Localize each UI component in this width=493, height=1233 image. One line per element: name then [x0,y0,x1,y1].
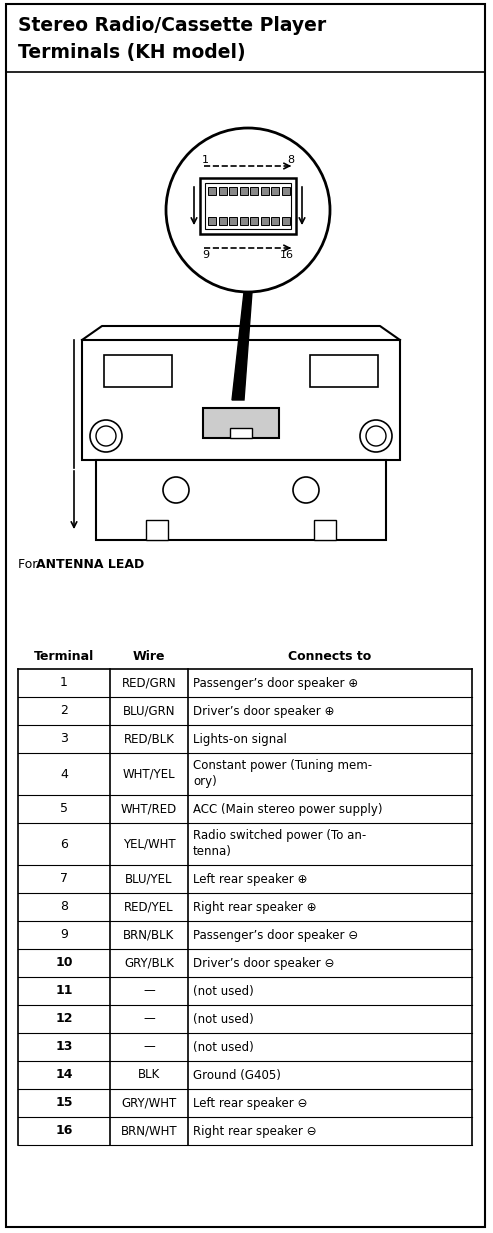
Bar [218,187,226,195]
Text: Driver’s door speaker ⊕: Driver’s door speaker ⊕ [193,704,334,718]
Text: RED/YEL: RED/YEL [124,900,174,914]
Bar [200,178,296,234]
Text: 12: 12 [55,1012,73,1026]
Bar [205,182,291,229]
Text: tenna): tenna) [193,846,232,858]
Text: (not used): (not used) [193,1041,254,1053]
Text: YEL/WHT: YEL/WHT [123,837,176,851]
Text: BLU/YEL: BLU/YEL [125,873,173,885]
Text: Connects to: Connects to [288,651,372,663]
Text: Right rear speaker ⊖: Right rear speaker ⊖ [193,1124,317,1138]
Text: 1: 1 [202,155,209,165]
Text: 11: 11 [55,984,73,997]
Text: 5: 5 [60,803,68,815]
Bar [240,187,247,195]
Text: 6: 6 [60,837,68,851]
Text: WHT/YEL: WHT/YEL [123,767,176,780]
Text: —: — [143,984,155,997]
Text: Wire: Wire [133,651,165,663]
Text: 13: 13 [55,1041,72,1053]
Text: ANTENNA LEAD: ANTENNA LEAD [36,559,144,571]
Text: Left rear speaker ⊕: Left rear speaker ⊕ [193,873,307,885]
Bar [203,408,279,438]
Text: Left rear speaker ⊖: Left rear speaker ⊖ [193,1096,307,1110]
Bar [208,217,216,224]
Bar [240,217,247,224]
Text: 4: 4 [60,767,68,780]
Text: For: For [18,559,41,571]
Text: Constant power (Tuning mem-: Constant power (Tuning mem- [193,760,372,773]
Text: —: — [143,1041,155,1053]
Text: BRN/BLK: BRN/BLK [123,928,175,942]
Text: 3: 3 [60,732,68,746]
Text: GRY/BLK: GRY/BLK [124,957,174,969]
Text: ACC (Main stereo power supply): ACC (Main stereo power supply) [193,803,383,815]
Text: 16: 16 [55,1124,72,1138]
Text: 15: 15 [55,1096,73,1110]
Bar [82,340,400,460]
Text: 10: 10 [55,957,73,969]
Text: Terminal: Terminal [34,651,94,663]
Text: 9: 9 [60,928,68,942]
Bar [310,355,378,387]
Text: 8: 8 [60,900,68,914]
Bar [96,460,386,540]
Text: BLU/GRN: BLU/GRN [123,704,175,718]
Text: Driver’s door speaker ⊖: Driver’s door speaker ⊖ [193,957,334,969]
Bar [260,217,269,224]
Bar [250,187,258,195]
Text: ory): ory) [193,776,217,788]
Text: 1: 1 [60,677,68,689]
Text: RED/GRN: RED/GRN [122,677,176,689]
Text: (not used): (not used) [193,984,254,997]
Bar [229,217,237,224]
Bar [230,428,252,438]
Text: RED/BLK: RED/BLK [124,732,175,746]
Text: Terminals (KH model): Terminals (KH model) [18,43,246,62]
Text: 8: 8 [287,155,294,165]
Bar [271,217,279,224]
Text: 16: 16 [280,250,294,260]
Bar [314,520,336,540]
Text: Lights-on signal: Lights-on signal [193,732,287,746]
Bar [146,520,168,540]
Polygon shape [232,292,252,399]
Bar [250,217,258,224]
Bar [260,187,269,195]
Bar [208,187,216,195]
Text: 9: 9 [202,250,209,260]
Text: 7: 7 [60,873,68,885]
Text: BLK: BLK [138,1069,160,1081]
Bar [282,217,289,224]
Text: Passenger’s door speaker ⊖: Passenger’s door speaker ⊖ [193,928,358,942]
Bar [229,187,237,195]
Text: BRN/WHT: BRN/WHT [121,1124,177,1138]
Text: Stereo Radio/Cassette Player: Stereo Radio/Cassette Player [18,16,326,35]
Text: 14: 14 [55,1069,73,1081]
Text: WHT/RED: WHT/RED [121,803,177,815]
Text: Passenger’s door speaker ⊕: Passenger’s door speaker ⊕ [193,677,358,689]
Text: 2: 2 [60,704,68,718]
Text: Right rear speaker ⊕: Right rear speaker ⊕ [193,900,317,914]
Bar [271,187,279,195]
Text: Ground (G405): Ground (G405) [193,1069,281,1081]
Text: GRY/WHT: GRY/WHT [121,1096,176,1110]
Text: (not used): (not used) [193,1012,254,1026]
Text: —: — [143,1012,155,1026]
Bar [104,355,172,387]
Bar [282,187,289,195]
Bar [218,217,226,224]
Text: Radio switched power (To an-: Radio switched power (To an- [193,830,366,842]
